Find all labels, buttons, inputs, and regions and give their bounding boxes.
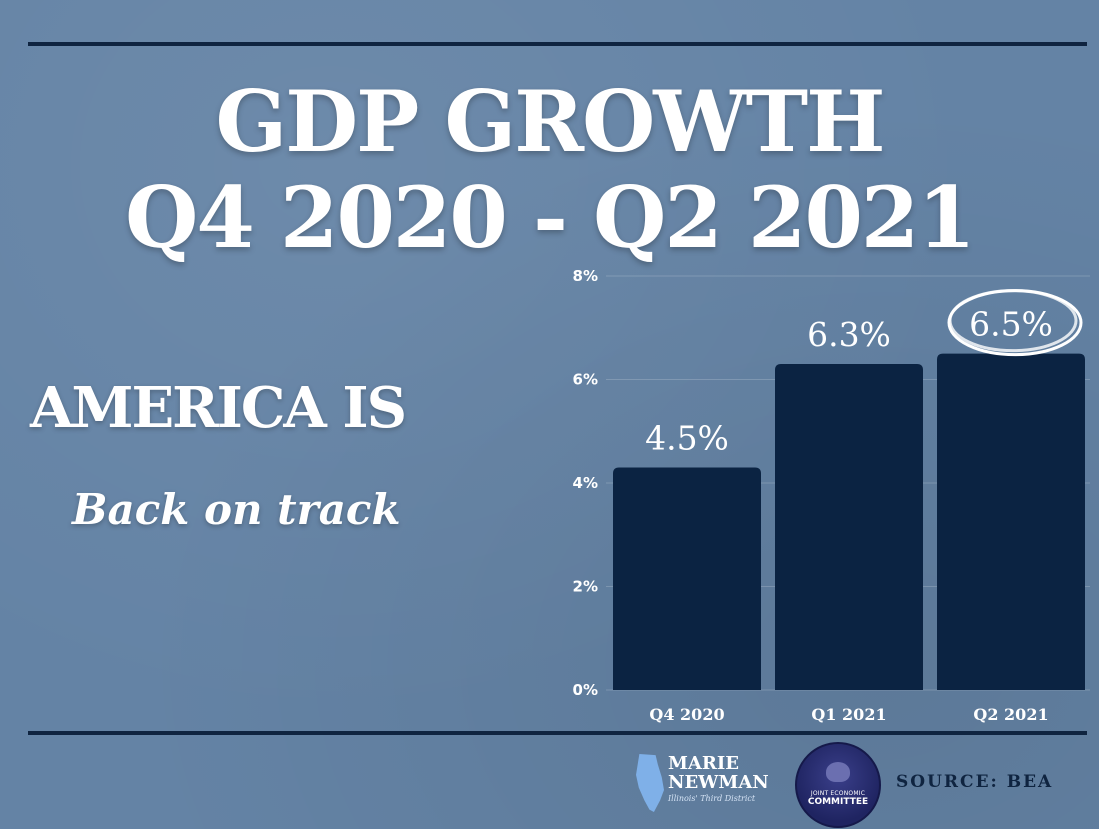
jec-seal-icon: JOINT ECONOMIC COMMITTEE <box>795 742 881 828</box>
y-tick-label: 0% <box>573 681 598 699</box>
jec-logo-line-2: COMMITTEE <box>807 797 869 807</box>
jec-logo: JOINT ECONOMIC COMMITTEE <box>795 742 881 828</box>
y-tick-label: 4% <box>573 474 598 492</box>
highlight-ring <box>948 289 1078 353</box>
data-label: 6.3% <box>807 315 891 354</box>
headline: AMERICA IS <box>30 375 407 441</box>
eagle-icon <box>826 762 850 782</box>
data-label: 4.5% <box>645 418 729 457</box>
x-tick-label: Q1 2021 <box>811 705 886 724</box>
y-tick-label: 8% <box>573 267 598 285</box>
newman-logo-subtitle: Illinois' Third District <box>668 794 756 803</box>
newman-logo-text: MARIE NEWMAN <box>668 754 769 792</box>
x-tick-label: Q2 2021 <box>973 705 1048 724</box>
bottom-rule <box>28 731 1087 735</box>
newman-logo-line-2: NEWMAN <box>668 772 769 793</box>
data-label: 6.5% <box>969 305 1053 344</box>
x-tick-label: Q4 2020 <box>649 705 724 724</box>
newman-logo-line-1: MARIE <box>668 753 739 774</box>
bar <box>775 363 923 690</box>
jec-logo-line-1: JOINT ECONOMIC <box>810 790 866 797</box>
tagline: Back on track <box>72 485 401 534</box>
bar <box>937 353 1085 690</box>
title-line-1: GDP GROWTH <box>215 72 886 171</box>
y-tick-label: 2% <box>573 578 598 596</box>
bar <box>613 467 761 690</box>
title-line-2: Q4 2020 - Q2 2021 <box>125 168 976 267</box>
top-rule <box>28 42 1087 46</box>
illinois-map-icon <box>636 754 664 812</box>
source-credit: SOURCE: BEA <box>896 772 1054 792</box>
marie-newman-logo: MARIE NEWMAN Illinois' Third District <box>630 752 780 812</box>
y-tick-label: 6% <box>573 371 598 389</box>
